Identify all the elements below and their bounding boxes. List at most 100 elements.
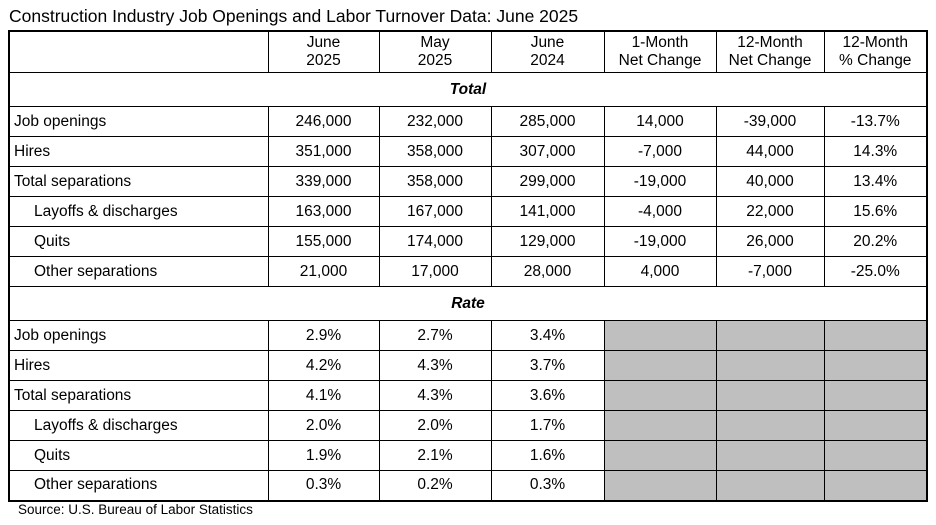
header-line: June	[530, 34, 565, 51]
value-cell: 2.0%	[378, 410, 492, 441]
shaded-empty-cell	[823, 320, 928, 351]
header-line: 2025	[306, 52, 341, 69]
value-cell: 339,000	[267, 166, 380, 197]
shaded-empty-cell	[603, 320, 717, 351]
page-title: Construction Industry Job Openings and L…	[9, 6, 579, 26]
value-cell: 0.2%	[378, 470, 492, 501]
value-cell: 14,000	[603, 106, 717, 137]
table-row: Hires 4.2% 4.3% 3.7%	[8, 350, 928, 381]
section-label: Total	[8, 72, 928, 107]
table-row: Job openings 246,000 232,000 285,000 14,000-…	[8, 106, 928, 137]
table-row: Quits 155,000 174,000 129,000 -19,000 26,000 2…	[8, 226, 928, 257]
value-cell: 4.3%	[378, 380, 492, 411]
value-cell: -7,000	[603, 136, 717, 167]
value-cell: 26,000	[715, 226, 825, 257]
row-label: Total separations	[8, 380, 269, 411]
shaded-empty-cell	[715, 350, 825, 381]
value-cell: -7,000	[715, 256, 825, 287]
shaded-empty-cell	[715, 320, 825, 351]
shaded-empty-cell	[823, 350, 928, 381]
header-cell-may-2025: May 2025	[378, 30, 492, 73]
value-cell: 3.6%	[490, 380, 605, 411]
value-cell: 2.0%	[267, 410, 380, 441]
value-cell: -4,000	[603, 196, 717, 227]
value-cell: 358,000	[378, 136, 492, 167]
header-cell-june-2024: June 2024	[490, 30, 605, 73]
value-cell: 0.3%	[490, 470, 605, 501]
table-row: Total separations 4.1% 4.3% 3.6%	[8, 380, 928, 411]
value-cell: 0.3%	[267, 470, 380, 501]
value-cell: 15.6%	[823, 196, 928, 227]
table-row: Job openings 2.9% 2.7% 3.4%	[8, 320, 928, 351]
value-cell: -39,000	[715, 106, 825, 137]
header-line: Net Change	[618, 52, 702, 69]
value-cell: 141,000	[490, 196, 605, 227]
value-cell: 44,000	[715, 136, 825, 167]
shaded-empty-cell	[603, 350, 717, 381]
header-line: 2024	[530, 52, 565, 69]
value-cell: 28,000	[490, 256, 605, 287]
jolts-data-table: June 2025 May 2025 June 2024 1-Month Net…	[8, 30, 928, 502]
row-label: Total separations	[8, 166, 269, 197]
row-label: Quits	[8, 226, 269, 257]
header-row: June 2025 May 2025 June 2024 1-Month Net…	[8, 30, 928, 73]
header-line: June	[306, 34, 341, 51]
table-row: Total separations 339,000 358,000 299,000 -1…	[8, 166, 928, 197]
value-cell: 4.3%	[378, 350, 492, 381]
value-cell: 1.6%	[490, 440, 605, 471]
shaded-empty-cell	[603, 470, 717, 501]
table-row: Other separations 0.3% 0.2% 0.3%	[8, 470, 928, 501]
header-line: % Change	[839, 52, 912, 69]
value-cell: 351,000	[267, 136, 380, 167]
value-cell: 21,000	[267, 256, 380, 287]
value-cell: -25.0%	[823, 256, 928, 287]
shaded-empty-cell	[603, 410, 717, 441]
value-cell: 307,000	[490, 136, 605, 167]
value-cell: 155,000	[267, 226, 380, 257]
shaded-empty-cell	[603, 440, 717, 471]
value-cell: 174,000	[378, 226, 492, 257]
header-cell-blank	[8, 30, 269, 73]
table-row: Other separations 21,000 17,000 28,000 4,000…	[8, 256, 928, 287]
header-cell-1-month-net-change: 1-Month Net Change	[603, 30, 717, 73]
value-cell: 167,000	[378, 196, 492, 227]
value-cell: -19,000	[603, 226, 717, 257]
header-line: 12-Month	[842, 34, 908, 51]
value-cell: 129,000	[490, 226, 605, 257]
table-row: Layoffs & discharges 163,000 167,000 141,00…	[8, 196, 928, 227]
row-label: Layoffs & discharges	[8, 410, 269, 441]
row-label: Job openings	[8, 106, 269, 137]
value-cell: 14.3%	[823, 136, 928, 167]
row-label: Other separations	[8, 256, 269, 287]
row-label: Hires	[8, 136, 269, 167]
header-line: 12-Month	[737, 34, 803, 51]
shaded-empty-cell	[715, 470, 825, 501]
source-note: Source: U.S. Bureau of Labor Statistics	[18, 502, 253, 517]
value-cell: 1.7%	[490, 410, 605, 441]
value-cell: 299,000	[490, 166, 605, 197]
value-cell: 3.4%	[490, 320, 605, 351]
shaded-empty-cell	[715, 410, 825, 441]
value-cell: 20.2%	[823, 226, 928, 257]
value-cell: 4.2%	[267, 350, 380, 381]
value-cell: -13.7%	[823, 106, 928, 137]
shaded-empty-cell	[823, 440, 928, 471]
table-body: Total Job openings 246,000 232,000 285,000 14…	[8, 72, 928, 501]
table-row: Hires 351,000 358,000 307,000 -7,000 44,000 14…	[8, 136, 928, 167]
value-cell: 232,000	[378, 106, 492, 137]
value-cell: 4,000	[603, 256, 717, 287]
shaded-empty-cell	[715, 440, 825, 471]
table-row: Layoffs & discharges 2.0% 2.0% 1.7%	[8, 410, 928, 441]
value-cell: 163,000	[267, 196, 380, 227]
table-header: June 2025 May 2025 June 2024 1-Month Net…	[8, 30, 928, 73]
shaded-empty-cell	[715, 380, 825, 411]
shaded-empty-cell	[823, 380, 928, 411]
row-label: Quits	[8, 440, 269, 471]
value-cell: 40,000	[715, 166, 825, 197]
shaded-empty-cell	[823, 470, 928, 501]
value-cell: 22,000	[715, 196, 825, 227]
section-header-row: Rate	[8, 286, 928, 321]
value-cell: -19,000	[603, 166, 717, 197]
header-cell-12-month-pct-change: 12-Month % Change	[823, 30, 928, 73]
